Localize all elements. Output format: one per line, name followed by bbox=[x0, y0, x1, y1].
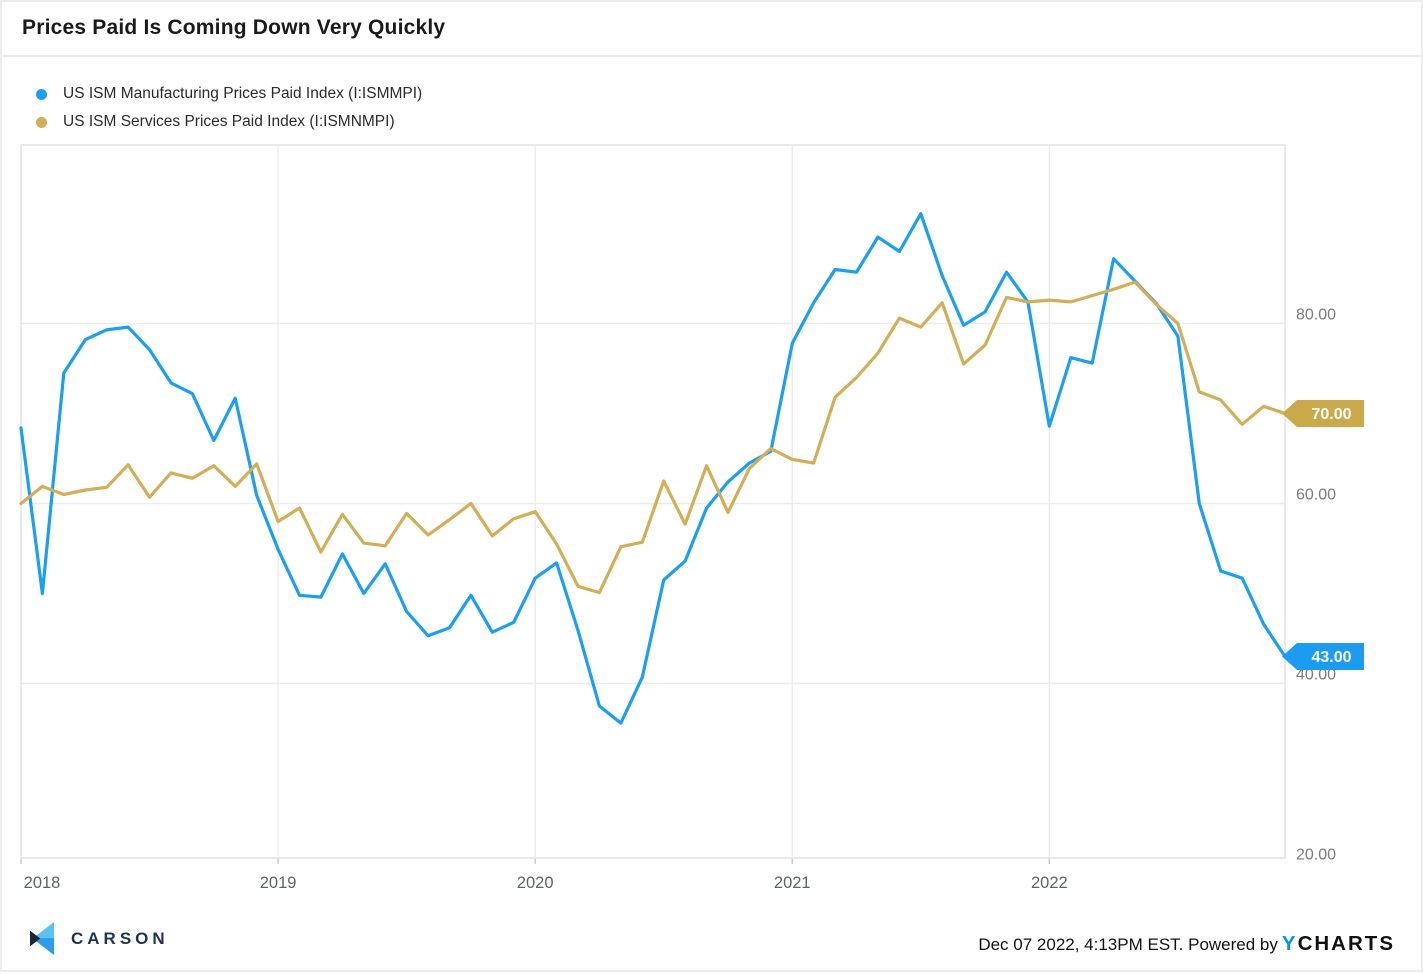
title-divider bbox=[2, 55, 1423, 57]
ycharts-y-glyph: Y bbox=[1281, 932, 1298, 955]
ycharts-logo[interactable]: YCHARTS bbox=[1282, 932, 1395, 956]
page-title: Prices Paid Is Coming Down Very Quickly bbox=[22, 16, 446, 39]
plot-border bbox=[20, 144, 1286, 859]
x-axis-label: 2020 bbox=[517, 874, 554, 892]
y-axis-label: 40.00 bbox=[1296, 667, 1336, 684]
carson-logo-icon bbox=[30, 922, 54, 955]
y-axis-label: 20.00 bbox=[1296, 847, 1336, 864]
legend-label-services: US ISM Services Prices Paid Index (I:ISM… bbox=[63, 113, 395, 130]
carson-wordmark: CARSON bbox=[71, 928, 169, 948]
legend-item-manufacturing[interactable]: US ISM Manufacturing Prices Paid Index (… bbox=[36, 80, 422, 108]
series-line-services[interactable] bbox=[19, 280, 1287, 595]
carson-brand: CARSON bbox=[30, 922, 169, 955]
legend-label-manufacturing: US ISM Manufacturing Prices Paid Index (… bbox=[63, 85, 423, 102]
y-axis-label: 80.00 bbox=[1296, 307, 1336, 324]
legend-dot-manufacturing-icon bbox=[36, 88, 47, 100]
legend-dot-services-icon bbox=[36, 116, 47, 128]
x-axis-label: 2019 bbox=[260, 874, 297, 892]
x-axis-label: 2018 bbox=[24, 874, 61, 892]
series-line-manufacturing[interactable] bbox=[19, 212, 1287, 725]
value-tag-services[interactable] bbox=[1282, 400, 1364, 427]
chart-legend: US ISM Manufacturing Prices Paid Index (… bbox=[36, 80, 422, 136]
ycharts-wordmark: CHARTS bbox=[1297, 932, 1395, 955]
timestamp: Dec 07 2022, 4:13PM EST. Powered by bbox=[978, 935, 1278, 954]
x-axis-label: 2021 bbox=[774, 874, 811, 892]
value-tag-label-services: 70.00 bbox=[1311, 406, 1351, 423]
value-tag-manufacturing[interactable] bbox=[1282, 643, 1364, 670]
value-tag-label-manufacturing: 43.00 bbox=[1311, 649, 1351, 666]
x-axis-label: 2022 bbox=[1031, 874, 1068, 892]
attribution: Dec 07 2022, 4:13PM EST. Powered by YCHA… bbox=[978, 932, 1395, 956]
y-axis-label: 60.00 bbox=[1296, 487, 1336, 504]
legend-item-services[interactable]: US ISM Services Prices Paid Index (I:ISM… bbox=[36, 108, 422, 136]
